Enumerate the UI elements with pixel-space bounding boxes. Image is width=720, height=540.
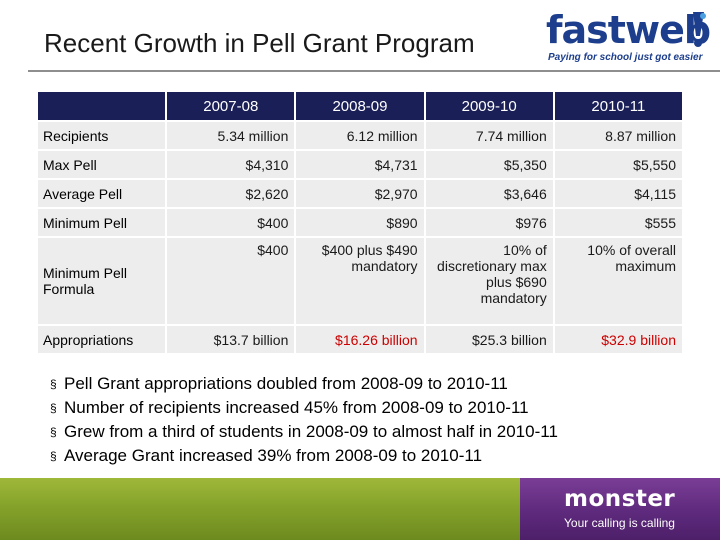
column-header: 2009-10 <box>425 92 553 120</box>
table-cell: $400 <box>167 209 295 236</box>
column-header: 2010-11 <box>554 92 682 120</box>
table-cell: 8.87 million <box>554 122 682 149</box>
table-row: Average Pell $2,620 $2,970 $3,646 $4,115 <box>38 180 682 207</box>
table-cell: $25.3 billion <box>425 326 553 353</box>
column-header: 2007-08 <box>167 92 295 120</box>
bullet-marker: § <box>50 449 57 463</box>
table-row: Minimum Pell Formula $400 $400 plus $490… <box>38 238 682 324</box>
bullet-marker: § <box>50 425 57 439</box>
table-cell: 5.34 million <box>167 122 295 149</box>
table-row: Recipients 5.34 million 6.12 million 7.7… <box>38 122 682 149</box>
table-cell: $2,620 <box>167 180 295 207</box>
table-row: Minimum Pell $400 $890 $976 $555 <box>38 209 682 236</box>
table-cell: $400 plus $490 mandatory <box>296 238 424 324</box>
bullet-item: § Grew from a third of students in 2008-0… <box>50 420 558 444</box>
table-cell-highlight: $16.26 billion <box>296 326 424 353</box>
title-divider <box>28 70 720 72</box>
footer-purple-band <box>520 478 720 540</box>
bullet-text: Average Grant increased 39% from 2008-09… <box>64 446 483 465</box>
bullet-list: § Pell Grant appropriations doubled from … <box>50 372 558 468</box>
row-label: Minimum Pell Formula <box>38 238 166 324</box>
table-cell-highlight: $32.9 billion <box>554 326 682 353</box>
table-header-row: 2007-08 2008-09 2009-10 2010-11 <box>38 92 682 120</box>
table-cell: 10% of discretionary max plus $690 manda… <box>425 238 553 324</box>
table-cell: $3,646 <box>425 180 553 207</box>
table-cell: $2,970 <box>296 180 424 207</box>
bullet-item: § Average Grant increased 39% from 2008-0… <box>50 444 558 468</box>
bullet-item: § Pell Grant appropriations doubled from … <box>50 372 558 396</box>
monster-tagline: Your calling is calling <box>564 516 675 530</box>
table-cell: $5,550 <box>554 151 682 178</box>
table-cell: $555 <box>554 209 682 236</box>
table-header-corner <box>38 92 166 120</box>
monster-logo: monster <box>564 486 676 512</box>
fastweb-tagline: Paying for school just got easier <box>548 52 703 63</box>
table-cell: 6.12 million <box>296 122 424 149</box>
table-cell: $400 <box>167 238 295 324</box>
table-cell: 7.74 million <box>425 122 553 149</box>
table-row: Max Pell $4,310 $4,731 $5,350 $5,550 <box>38 151 682 178</box>
bullet-marker: § <box>50 401 57 415</box>
table-cell: $5,350 <box>425 151 553 178</box>
table-cell: $4,731 <box>296 151 424 178</box>
footer-green-band <box>0 478 520 540</box>
fastweb-logo: fastweb Paying for school just got easie… <box>546 8 711 66</box>
table-cell: $890 <box>296 209 424 236</box>
exclamation-icon <box>693 12 706 47</box>
table-cell: $13.7 billion <box>167 326 295 353</box>
fastweb-word-fast: fast <box>546 8 626 52</box>
row-label: Appropriations <box>38 326 166 353</box>
table-cell: $4,310 <box>167 151 295 178</box>
bullet-text: Grew from a third of students in 2008-09… <box>64 422 558 441</box>
slide-title: Recent Growth in Pell Grant Program <box>44 28 475 58</box>
fastweb-wordmark: fastweb <box>546 8 711 52</box>
table-cell: $976 <box>425 209 553 236</box>
row-label: Average Pell <box>38 180 166 207</box>
row-label: Recipients <box>38 122 166 149</box>
table-cell: $4,115 <box>554 180 682 207</box>
row-label: Minimum Pell <box>38 209 166 236</box>
table-cell: 10% of overall maximum <box>554 238 682 324</box>
bullet-item: § Number of recipients increased 45% from… <box>50 396 558 420</box>
bullet-text: Number of recipients increased 45% from … <box>64 398 529 417</box>
row-label: Max Pell <box>38 151 166 178</box>
pell-grant-table: 2007-08 2008-09 2009-10 2010-11 Recipien… <box>36 90 684 355</box>
bullet-marker: § <box>50 377 57 391</box>
bullet-text: Pell Grant appropriations doubled from 2… <box>64 374 508 393</box>
table-row: Appropriations $13.7 billion $16.26 bill… <box>38 326 682 353</box>
column-header: 2008-09 <box>296 92 424 120</box>
